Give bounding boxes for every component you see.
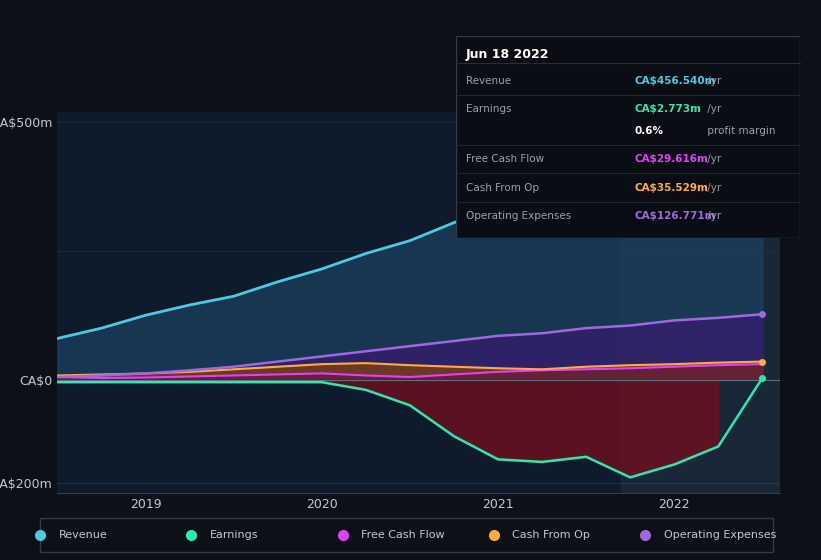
Text: /yr: /yr xyxy=(704,211,721,221)
Text: CA$29.616m: CA$29.616m xyxy=(635,155,709,165)
Text: Free Cash Flow: Free Cash Flow xyxy=(361,530,445,540)
Text: Revenue: Revenue xyxy=(466,76,511,86)
Text: Cash From Op: Cash From Op xyxy=(512,530,590,540)
Text: /yr: /yr xyxy=(704,104,721,114)
Text: 0.6%: 0.6% xyxy=(635,126,664,136)
Text: Jun 18 2022: Jun 18 2022 xyxy=(466,49,549,62)
Text: CA$456.540m: CA$456.540m xyxy=(635,76,717,86)
FancyBboxPatch shape xyxy=(456,36,800,238)
Text: Free Cash Flow: Free Cash Flow xyxy=(466,155,544,165)
Text: CA$2.773m: CA$2.773m xyxy=(635,104,702,114)
Text: CA$126.771m: CA$126.771m xyxy=(635,211,717,221)
Text: Cash From Op: Cash From Op xyxy=(466,183,539,193)
Text: /yr: /yr xyxy=(704,183,721,193)
Text: Operating Expenses: Operating Expenses xyxy=(663,530,776,540)
Text: Earnings: Earnings xyxy=(210,530,259,540)
Text: /yr: /yr xyxy=(704,76,721,86)
Text: /yr: /yr xyxy=(704,155,721,165)
Bar xyxy=(621,112,780,493)
Text: Revenue: Revenue xyxy=(59,530,108,540)
Text: profit margin: profit margin xyxy=(704,126,775,136)
Text: Earnings: Earnings xyxy=(466,104,511,114)
Text: Operating Expenses: Operating Expenses xyxy=(466,211,571,221)
Text: CA$35.529m: CA$35.529m xyxy=(635,183,709,193)
